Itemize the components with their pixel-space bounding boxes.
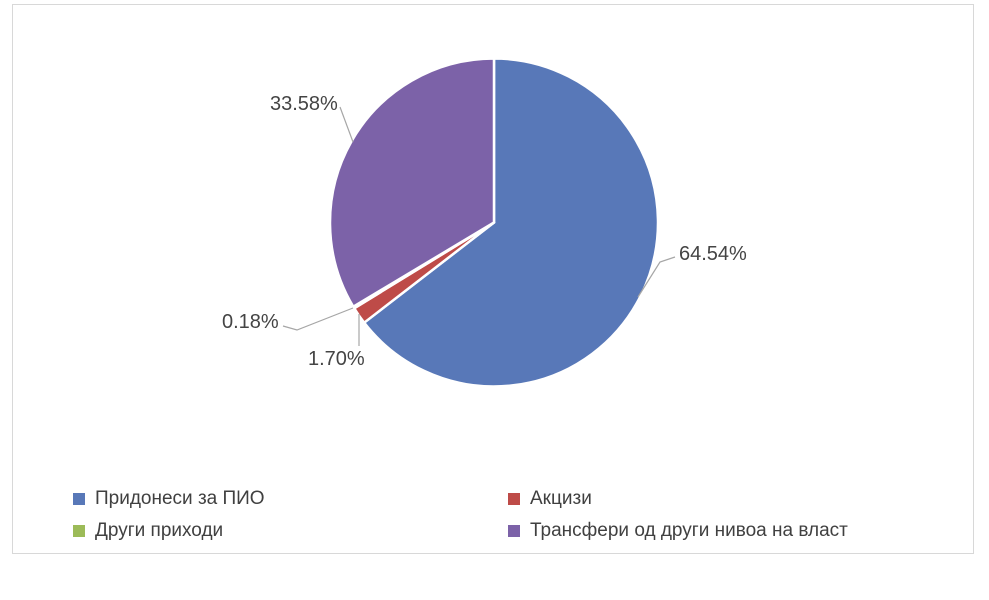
legend-swatch-akcizi — [508, 493, 520, 505]
leader-line-transferi — [339, 106, 354, 143]
pie-slice-transferi-od-drugi-nivoa-na-vlast — [328, 57, 496, 308]
pie-svg — [282, 57, 676, 388]
leader-line-pridonesi — [637, 256, 676, 298]
legend-item-akcizi: Акцизи — [508, 483, 848, 515]
legend-item-drugi-prihodi: Други приходи — [73, 515, 508, 547]
legend-swatch-pridonesi — [73, 493, 85, 505]
data-label-akcizi: 1.70% — [308, 348, 365, 370]
legend-item-transferi: Трансфери од други нивоа на власт — [508, 515, 848, 547]
legend-swatch-transferi — [508, 525, 520, 537]
leader-line-drugi-prihodi — [282, 307, 354, 331]
legend-item-pridonesi: Придонеси за ПИО — [73, 483, 508, 515]
legend: Придонеси за ПИО Акцизи Други приходи Тр… — [73, 483, 848, 547]
pie-slice-pridonesi-za-pio — [362, 57, 660, 388]
pie-chart-area: 33.58% 64.54% 0.18% 1.70% Придонеси за П… — [12, 4, 974, 554]
data-label-transferi: 33.58% — [270, 93, 338, 115]
data-label-drugi-prihodi: 0.18% — [222, 311, 279, 333]
pie-slices-group — [328, 57, 660, 388]
data-label-pridonesi: 64.54% — [679, 243, 747, 265]
legend-label-drugi-prihodi: Други приходи — [95, 520, 224, 541]
legend-swatch-drugi-prihodi — [73, 525, 85, 537]
legend-label-transferi: Трансфери од други нивоа на власт — [530, 520, 848, 541]
legend-label-pridonesi: Придонеси за ПИО — [95, 488, 265, 509]
legend-label-akcizi: Акцизи — [530, 488, 592, 509]
